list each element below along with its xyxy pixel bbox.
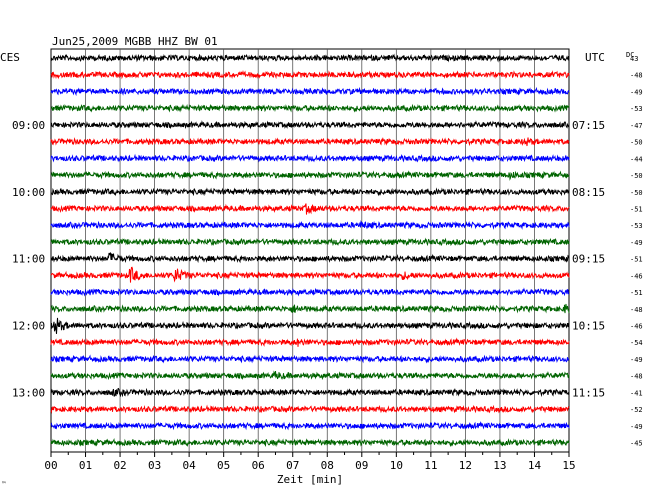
trace-line bbox=[50, 86, 570, 97]
dc-offset-label: -49 bbox=[630, 423, 643, 431]
x-tick-label: 08 bbox=[321, 459, 334, 472]
dc-offset-label: -50 bbox=[630, 189, 643, 197]
dc-offset-label: -50 bbox=[630, 172, 643, 180]
labels: 00 01 02 03 04 05 06 07 08 09 10 11 12 13 14 15 43 -48 -49… bbox=[12, 55, 643, 472]
right-time-label: 09:15 bbox=[572, 253, 605, 266]
dc-offset-label: -47 bbox=[630, 122, 643, 130]
dc-offset-label: -54 bbox=[630, 339, 643, 347]
dc-offset-label: -53 bbox=[630, 222, 643, 230]
x-tick-label: 11 bbox=[424, 459, 437, 472]
trace-line bbox=[50, 187, 570, 197]
x-tick-label: 01 bbox=[79, 459, 92, 472]
x-tick-label: 03 bbox=[148, 459, 161, 472]
dc-offset-label: -52 bbox=[630, 406, 643, 414]
trace-line bbox=[50, 354, 570, 364]
dc-offset-label: -49 bbox=[630, 356, 643, 364]
trace-line bbox=[50, 266, 570, 283]
dc-offset-label: -50 bbox=[630, 139, 643, 147]
trace-line bbox=[50, 370, 570, 381]
dc-offset-label: -45 bbox=[630, 440, 643, 448]
trace-line bbox=[50, 237, 570, 247]
dc-offset-label: -46 bbox=[630, 323, 643, 331]
traces bbox=[50, 53, 570, 448]
dc-offset-label: -49 bbox=[630, 239, 643, 247]
trace-line bbox=[50, 317, 570, 334]
left-time-label: 12:00 bbox=[12, 320, 45, 333]
trace-line bbox=[50, 287, 570, 297]
trace-line bbox=[50, 337, 570, 347]
dc-label: DC bbox=[626, 51, 634, 59]
x-tick-label: 15 bbox=[562, 459, 575, 472]
left-time-label: 09:00 bbox=[12, 119, 45, 132]
dc-offset-label: -48 bbox=[630, 373, 643, 381]
dc-offset-label: -51 bbox=[630, 289, 643, 297]
dc-offset-label: -46 bbox=[630, 272, 643, 280]
dc-offset-label: -48 bbox=[630, 306, 643, 314]
trace-line bbox=[50, 103, 570, 113]
right-zone-label: UTC bbox=[585, 51, 605, 64]
x-tick-label: 10 bbox=[390, 459, 403, 472]
dc-offset-label: 43 bbox=[630, 55, 638, 63]
trace-line bbox=[50, 70, 570, 80]
dc-offset-label: -41 bbox=[630, 389, 643, 397]
dc-offset-label: -48 bbox=[630, 72, 643, 80]
x-axis-label: Zeit [min] bbox=[277, 473, 343, 486]
dc-offset-label: -53 bbox=[630, 105, 643, 113]
x-tick-label: 12 bbox=[459, 459, 472, 472]
trace-line bbox=[51, 170, 570, 181]
x-tick-label: 07 bbox=[286, 459, 299, 472]
trace-line bbox=[50, 53, 570, 63]
trace-line bbox=[50, 203, 570, 215]
left-time-label: 13:00 bbox=[12, 386, 45, 399]
x-tick-label: 14 bbox=[528, 459, 542, 472]
grid bbox=[50, 48, 570, 457]
dc-offset-label: -49 bbox=[630, 88, 643, 96]
x-tick-label: 02 bbox=[113, 459, 126, 472]
trace-line bbox=[50, 437, 570, 448]
left-zone-label: CES bbox=[0, 51, 20, 64]
trace-line bbox=[50, 220, 570, 230]
right-time-label: 07:15 bbox=[572, 119, 605, 132]
dc-offset-label: -51 bbox=[630, 256, 643, 264]
dc-offset-label: -44 bbox=[630, 155, 643, 163]
x-tick-label: 04 bbox=[183, 459, 197, 472]
trace-line bbox=[50, 387, 570, 398]
x-tick-label: 06 bbox=[252, 459, 265, 472]
trace-line bbox=[50, 404, 570, 414]
trace-line bbox=[50, 252, 570, 264]
x-tick-label: 00 bbox=[44, 459, 57, 472]
trace-line bbox=[50, 421, 570, 431]
chart-title: Jun25,2009 MGBB HHZ BW 01 bbox=[52, 35, 218, 48]
right-time-label: 11:15 bbox=[572, 386, 605, 399]
right-time-label: 10:15 bbox=[572, 320, 605, 333]
x-tick-label: 09 bbox=[355, 459, 368, 472]
left-time-label: 11:00 bbox=[12, 253, 45, 266]
trace-line bbox=[50, 120, 570, 130]
x-tick-label: 05 bbox=[217, 459, 230, 472]
trace-line bbox=[50, 303, 570, 314]
trace-line bbox=[50, 137, 570, 147]
corner-mark: ™ bbox=[2, 481, 6, 488]
left-time-label: 10:00 bbox=[12, 186, 45, 199]
dc-offset-label: -51 bbox=[630, 205, 643, 213]
right-time-label: 08:15 bbox=[572, 186, 605, 199]
x-tick-label: 13 bbox=[493, 459, 506, 472]
trace-line bbox=[50, 153, 570, 163]
